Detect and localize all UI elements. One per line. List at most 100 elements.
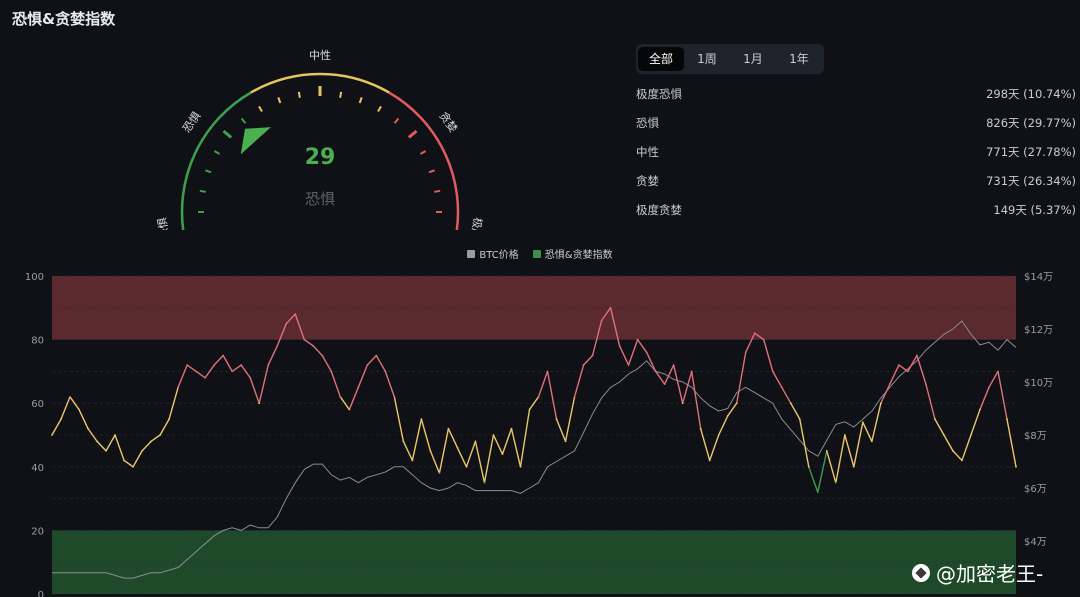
- index-segment: [267, 345, 278, 366]
- index-point: [925, 383, 927, 386]
- index-segment: [528, 396, 540, 410]
- index-segment: [465, 441, 477, 468]
- index-point: [438, 472, 441, 475]
- index-segment: [240, 364, 251, 379]
- index-point: [546, 370, 549, 373]
- index-segment: [114, 434, 125, 461]
- index-segment: [87, 428, 98, 442]
- index-point: [168, 418, 171, 420]
- stat-label: 中性: [636, 145, 659, 159]
- gauge-tick: [377, 105, 382, 113]
- index-point: [573, 395, 576, 398]
- index-segment: [925, 383, 936, 420]
- tab-all[interactable]: 全部: [638, 47, 684, 71]
- gauge-tick: [222, 129, 233, 139]
- legend-item-index[interactable]: 恐惧&贪婪指数: [532, 246, 613, 261]
- index-point: [303, 338, 306, 341]
- index-point: [645, 351, 648, 354]
- index-point: [186, 364, 189, 366]
- index-point: [105, 450, 107, 452]
- index-segment: [988, 371, 999, 388]
- index-segment: [357, 364, 368, 388]
- y-right-tick-label: $8万: [1024, 431, 1047, 442]
- index-segment: [51, 418, 62, 436]
- index-point: [96, 440, 98, 443]
- index-point: [60, 418, 62, 420]
- index-point: [852, 465, 855, 468]
- index-point: [699, 427, 702, 430]
- index-point: [861, 421, 864, 424]
- index-point: [600, 319, 603, 322]
- y-right-tick-label: $12万: [1024, 325, 1053, 336]
- stat-label: 恐惧: [636, 116, 659, 130]
- index-point: [402, 440, 405, 443]
- index-segment: [321, 355, 332, 372]
- index-point: [222, 354, 225, 357]
- y-right-tick-label: $10万: [1024, 378, 1053, 389]
- page-title: 恐惧&贪婪指数: [12, 10, 116, 28]
- index-segment: [609, 307, 621, 347]
- index-segment: [483, 434, 495, 483]
- index-segment: [501, 428, 513, 455]
- stat-value: 771天 (27.78%): [986, 145, 1076, 159]
- index-segment: [537, 371, 549, 398]
- index-point: [321, 354, 324, 357]
- chart-legend: BTC价格 恐惧&贪婪指数: [0, 246, 1080, 261]
- index-segment: [429, 450, 441, 474]
- index-point: [906, 370, 909, 373]
- index-segment: [826, 450, 837, 483]
- index-point: [843, 434, 846, 436]
- index-segment: [213, 355, 224, 366]
- index-point: [825, 450, 828, 452]
- index-point: [204, 376, 207, 379]
- index-segment: [808, 466, 819, 493]
- gauge-tick: [393, 117, 400, 124]
- legend-item-btc[interactable]: BTC价格: [467, 246, 519, 261]
- index-point: [285, 322, 288, 325]
- gauge-tick: [205, 169, 212, 174]
- index-segment: [555, 418, 567, 442]
- index-segment: [330, 371, 341, 398]
- y-left-tick-label: 20: [31, 526, 44, 537]
- index-point: [789, 402, 792, 405]
- index-segment: [402, 441, 414, 461]
- tab-1year[interactable]: 1年: [789, 52, 809, 66]
- index-segment: [672, 364, 684, 404]
- gauge-value: 29: [305, 145, 336, 170]
- index-segment: [817, 450, 828, 493]
- index-segment: [862, 421, 873, 442]
- index-segment: [78, 409, 89, 429]
- index-point: [708, 459, 711, 462]
- index-segment: [898, 364, 909, 372]
- y-left-tick-label: 0: [38, 590, 44, 597]
- tab-1week[interactable]: 1周: [697, 52, 717, 66]
- index-segment: [736, 352, 747, 404]
- index-segment: [745, 332, 756, 353]
- index-segment: [204, 364, 215, 379]
- gauge-tick: [277, 97, 282, 104]
- index-point: [51, 434, 53, 436]
- index-point: [501, 453, 504, 455]
- gauge-zone-label: 极度贪婪: [464, 216, 485, 230]
- index-point: [798, 418, 801, 420]
- y-right-tick-label: $14万: [1024, 272, 1053, 283]
- index-segment: [222, 355, 233, 372]
- index-segment: [943, 434, 954, 452]
- index-point: [897, 364, 900, 366]
- index-point: [213, 364, 216, 366]
- index-segment: [447, 428, 459, 449]
- index-point: [276, 345, 279, 347]
- index-segment: [664, 364, 675, 385]
- stat-row-fear: 恐惧 826天 (29.77%): [636, 115, 1076, 144]
- legend-swatch-btc: [467, 249, 476, 258]
- tab-1month[interactable]: 1月: [743, 52, 763, 66]
- index-point: [807, 465, 810, 468]
- index-point: [510, 427, 513, 430]
- index-point: [294, 313, 297, 316]
- index-point: [979, 408, 981, 411]
- index-segment: [186, 364, 197, 372]
- index-segment: [393, 396, 405, 442]
- index-point: [1015, 465, 1017, 468]
- index-segment: [772, 371, 783, 388]
- index-point: [564, 440, 567, 443]
